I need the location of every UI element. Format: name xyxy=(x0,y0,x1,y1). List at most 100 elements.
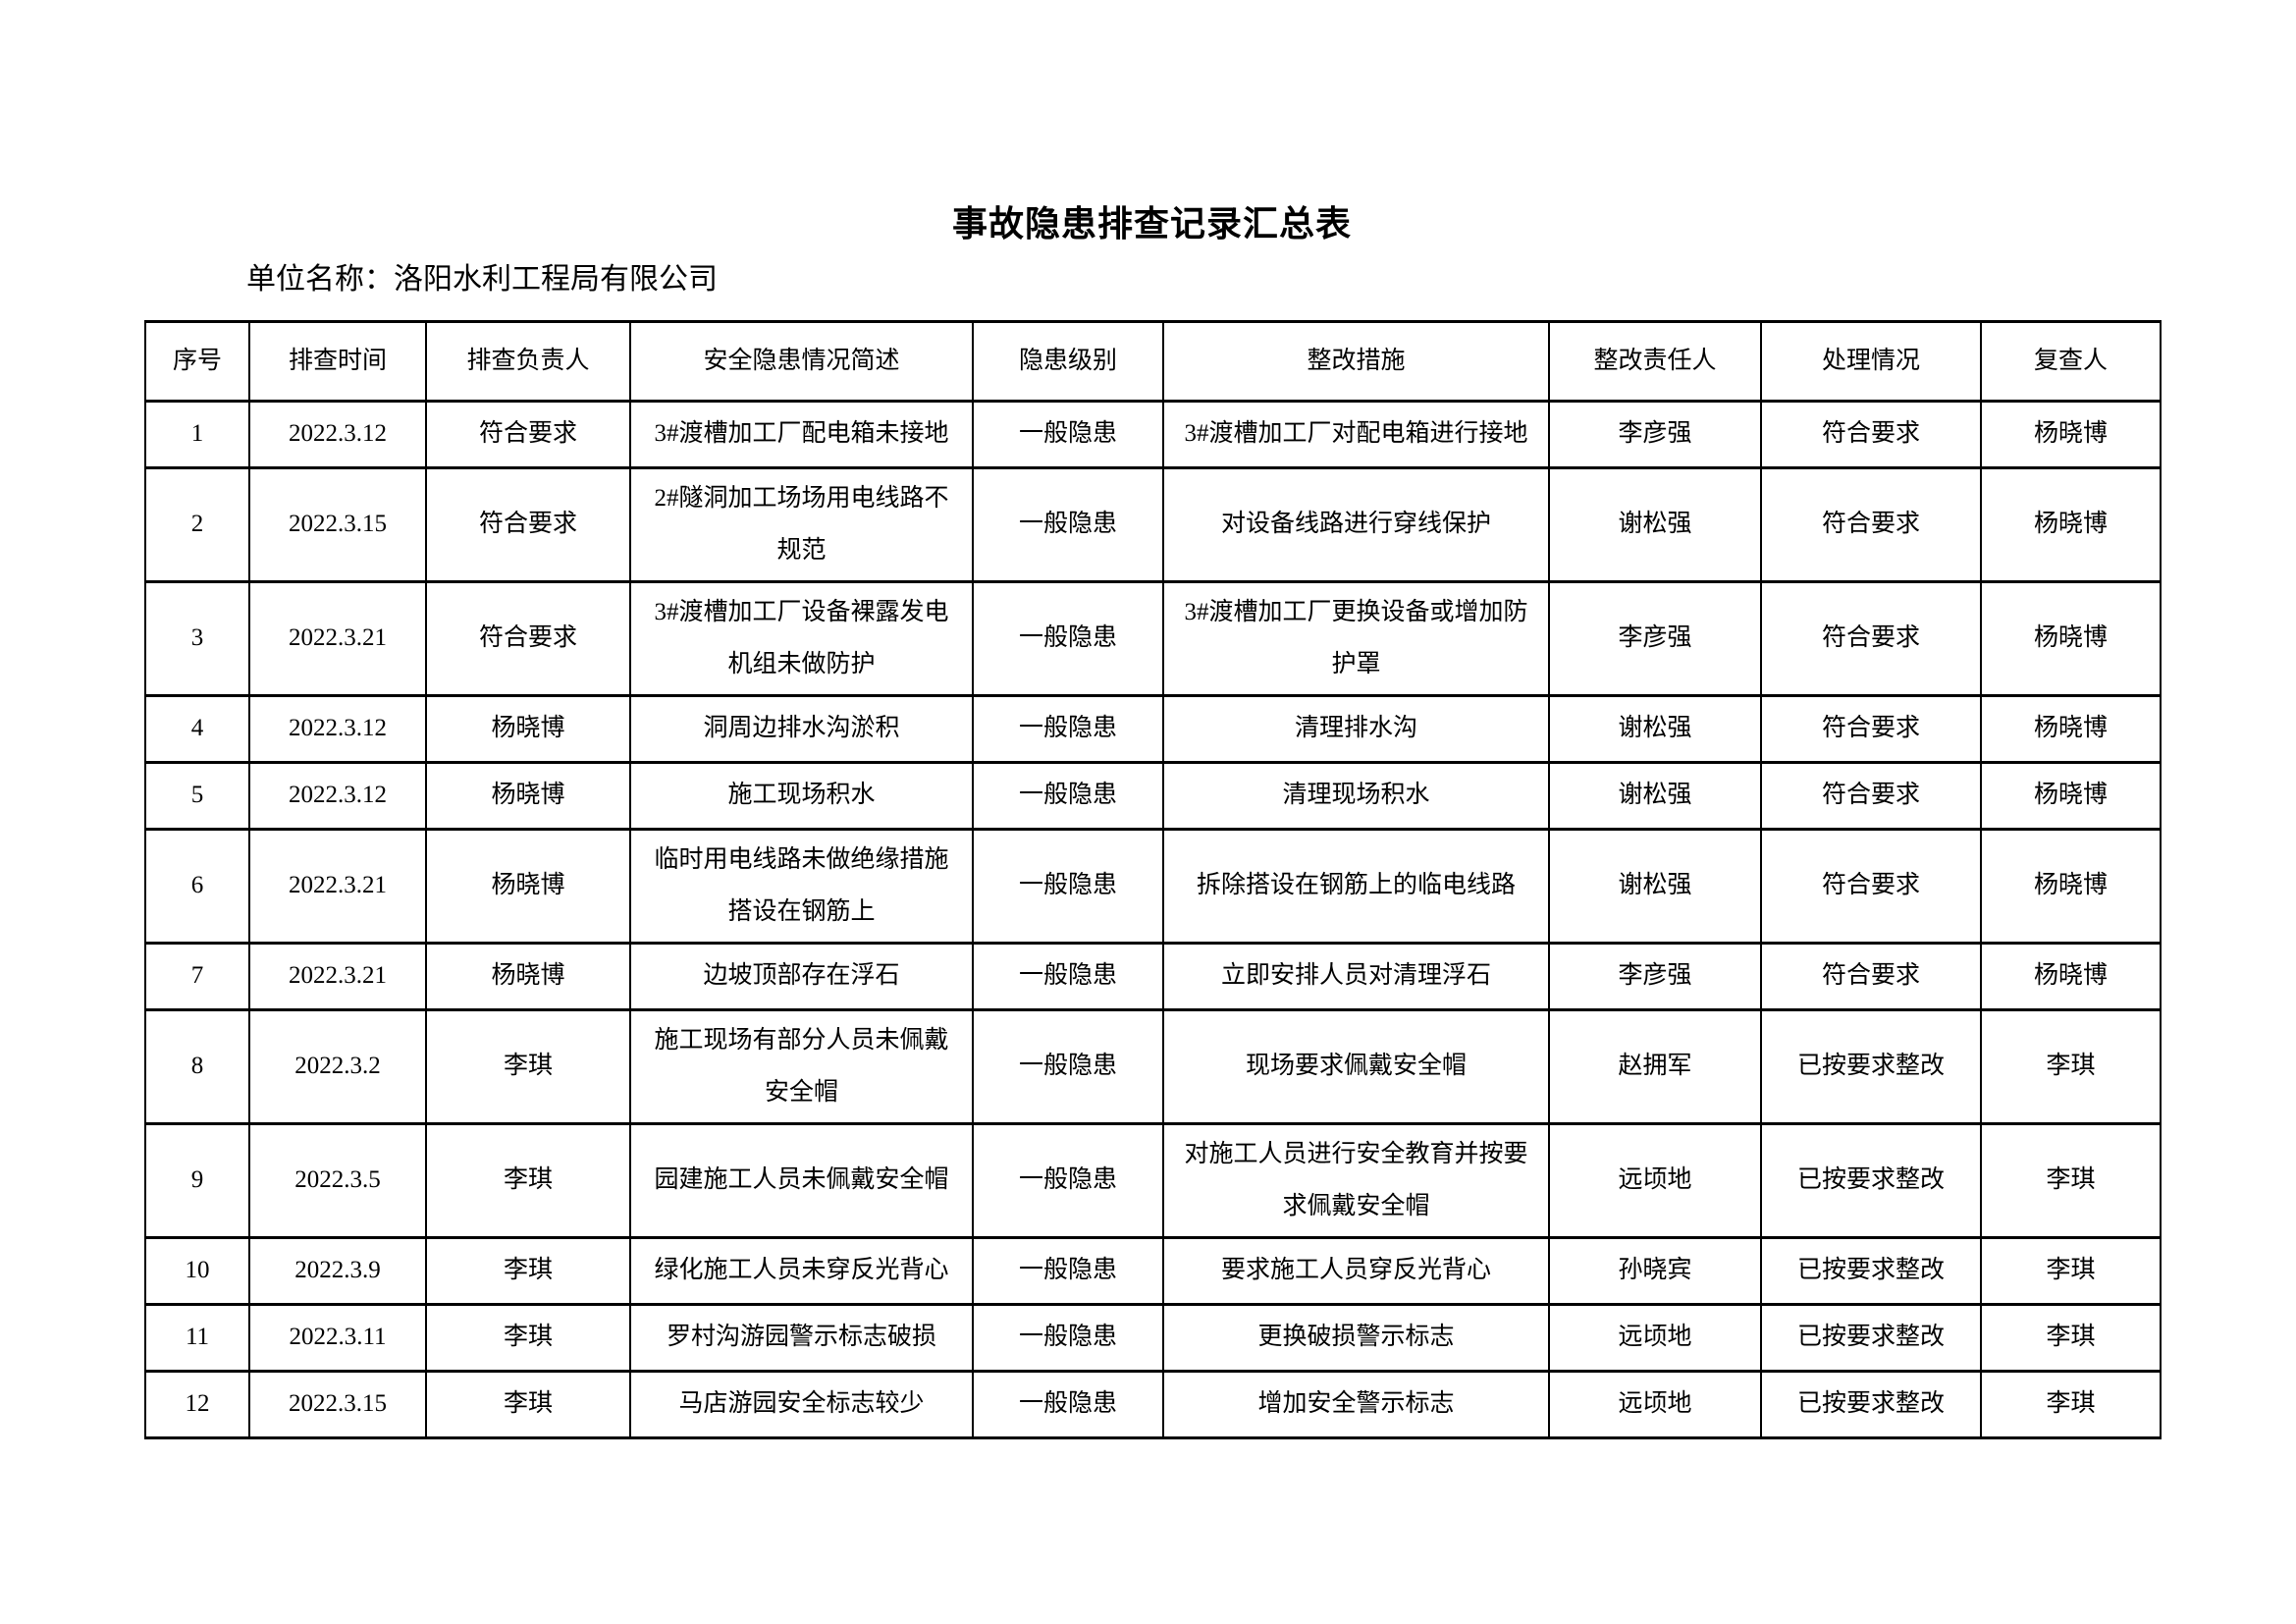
table-cell: 3#渡槽加工厂更换设备或增加防护罩 xyxy=(1162,580,1550,698)
table-row: 11 2022.3.11 李琪 罗村沟游园警示标志破损 一般隐患 更换破损警示标志 远顷地已… xyxy=(144,1303,2162,1374)
table-cell: 2022.3.12 xyxy=(248,694,427,765)
table-cell: 李琪 xyxy=(425,1303,631,1374)
table-cell: 李琪 xyxy=(1980,1236,2162,1307)
table-row: 3 2022.3.21 符合要求 3#渡槽加工厂设备裸露发电机组未做防护 一般隐患 3#渡… xyxy=(144,580,2162,698)
table-cell: 清理排水沟 xyxy=(1162,694,1550,765)
table-row: 9 2022.3.5 李琪 园建施工人员未佩戴安全帽 一般隐患 对施工人员进行安全教育并按… xyxy=(144,1122,2162,1240)
table-cell: 李琪 xyxy=(425,1122,631,1240)
table-cell: 杨晓博 xyxy=(1980,694,2162,765)
table-cell: 2022.3.2 xyxy=(248,1008,427,1126)
table-cell: 更换破损警示标志 xyxy=(1162,1303,1550,1374)
table-cell: 李琪 xyxy=(1980,1008,2162,1126)
table-row: 2 2022.3.15 符合要求 2#隧洞加工场场用电线路不规范 一般隐患 对设备线路进行… xyxy=(144,466,2162,584)
table-cell: 杨晓博 xyxy=(1980,942,2162,1012)
table-cell: 杨晓博 xyxy=(1980,400,2162,470)
table-cell: 李琪 xyxy=(425,1236,631,1307)
table-cell: 谢松强 xyxy=(1548,694,1762,765)
column-header: 整改措施 xyxy=(1162,320,1550,404)
table-cell: 杨晓博 xyxy=(1980,466,2162,584)
table-cell: 杨晓博 xyxy=(1980,580,2162,698)
table-cell: 2022.3.12 xyxy=(248,400,427,470)
column-header: 复查人 xyxy=(1980,320,2162,404)
table-row: 10 2022.3.9 李琪 绿化施工人员未穿反光背心 一般隐患 要求施工人员穿反光背心孙… xyxy=(144,1236,2162,1307)
table-cell: 7 xyxy=(144,942,250,1012)
table-cell: 一般隐患 xyxy=(972,828,1164,946)
table-cell: 符合要求 xyxy=(1760,694,1982,765)
table-cell: 2 xyxy=(144,466,250,584)
table-cell: 孙晓宾 xyxy=(1548,1236,1762,1307)
table-cell: 一般隐患 xyxy=(972,761,1164,832)
table-cell: 3#渡槽加工厂对配电箱进行接地 xyxy=(1162,400,1550,470)
table-row: 12 2022.3.15 李琪 马店游园安全标志较少 一般隐患 增加安全警示标志 远顷地 已按… xyxy=(144,1370,2162,1440)
table-cell: 已按要求整改 xyxy=(1760,1122,1982,1240)
table-cell: 洞周边排水沟淤积 xyxy=(629,694,974,765)
table-cell: 12 xyxy=(144,1370,250,1440)
table-cell: 一般隐患 xyxy=(972,1236,1164,1307)
table-cell: 符合要求 xyxy=(425,466,631,584)
table-cell: 一般隐患 xyxy=(972,1122,1164,1240)
table-cell: 2022.3.11 xyxy=(248,1303,427,1374)
table-cell: 李琪 xyxy=(425,1008,631,1126)
column-header: 安全隐患情况简述 xyxy=(629,320,974,404)
table-cell: 一般隐患 xyxy=(972,466,1164,584)
table-cell: 临时用电线路未做绝缘措施搭设在钢筋上 xyxy=(629,828,974,946)
table-cell: 李彦强 xyxy=(1548,942,1762,1012)
table-cell: 3 xyxy=(144,580,250,698)
table-cell: 2022.3.21 xyxy=(248,580,427,698)
table-cell: 李琪 xyxy=(1980,1370,2162,1440)
table-cell: 10 xyxy=(144,1236,250,1307)
table-cell: 3#渡槽加工厂配电箱未接地 xyxy=(629,400,974,470)
table-cell: 远顷地 xyxy=(1548,1370,1762,1440)
table-cell: 5 xyxy=(144,761,250,832)
hazard-record-table: 序号 排查时间 排查负责人 安全隐患情况简述 隐患级别 整改措施 整改责任人 处理情况 复查人 … xyxy=(144,320,2162,1440)
column-header: 隐患级别 xyxy=(972,320,1164,404)
table-cell: 符合要求 xyxy=(425,400,631,470)
table-cell: 一般隐患 xyxy=(972,942,1164,1012)
table-cell: 已按要求整改 xyxy=(1760,1303,1982,1374)
table-cell: 11 xyxy=(144,1303,250,1374)
table-cell: 9 xyxy=(144,1122,250,1240)
table-cell: 符合要求 xyxy=(425,580,631,698)
table-header-row: 序号 排查时间 排查负责人 安全隐患情况简述 隐患级别 整改措施 整改责任人 处理情况 复查人 xyxy=(144,320,2162,404)
table-cell: 赵拥军 xyxy=(1548,1008,1762,1126)
table-cell: 符合要求 xyxy=(1760,400,1982,470)
table-cell: 符合要求 xyxy=(1760,828,1982,946)
table-row: 6 2022.3.21 杨晓博 临时用电线路未做绝缘措施搭设在钢筋上 一般隐患 拆除搭设在… xyxy=(144,828,2162,946)
table-cell: 一般隐患 xyxy=(972,1008,1164,1126)
column-header: 排查负责人 xyxy=(425,320,631,404)
table-cell: 清理现场积水 xyxy=(1162,761,1550,832)
table-cell: 杨晓博 xyxy=(425,694,631,765)
table-cell: 杨晓博 xyxy=(425,828,631,946)
table-cell: 2022.3.21 xyxy=(248,942,427,1012)
table-cell: 立即安排人员对清理浮石 xyxy=(1162,942,1550,1012)
table-cell: 远顷地 xyxy=(1548,1122,1762,1240)
table-cell: 杨晓博 xyxy=(1980,761,2162,832)
table-cell: 一般隐患 xyxy=(972,1370,1164,1440)
table-cell: 对设备线路进行穿线保护 xyxy=(1162,466,1550,584)
table-cell: 一般隐患 xyxy=(972,580,1164,698)
column-header: 整改责任人 xyxy=(1548,320,1762,404)
table-cell: 罗村沟游园警示标志破损 xyxy=(629,1303,974,1374)
table-cell: 符合要求 xyxy=(1760,580,1982,698)
table-cell: 2022.3.5 xyxy=(248,1122,427,1240)
table-cell: 园建施工人员未佩戴安全帽 xyxy=(629,1122,974,1240)
table-cell: 杨晓博 xyxy=(425,761,631,832)
table-cell: 施工现场有部分人员未佩戴安全帽 xyxy=(629,1008,974,1126)
column-header: 排查时间 xyxy=(248,320,427,404)
table-cell: 谢松强 xyxy=(1548,761,1762,832)
table-cell: 谢松强 xyxy=(1548,466,1762,584)
table-cell: 李琪 xyxy=(1980,1303,2162,1374)
table-cell: 要求施工人员穿反光背心 xyxy=(1162,1236,1550,1307)
table-cell: 2022.3.9 xyxy=(248,1236,427,1307)
table-cell: 马店游园安全标志较少 xyxy=(629,1370,974,1440)
table-cell: 李彦强 xyxy=(1548,400,1762,470)
table-cell: 杨晓博 xyxy=(425,942,631,1012)
table-cell: 李琪 xyxy=(425,1370,631,1440)
table-cell: 1 xyxy=(144,400,250,470)
table-cell: 2022.3.15 xyxy=(248,1370,427,1440)
table-cell: 2022.3.21 xyxy=(248,828,427,946)
table-cell: 符合要求 xyxy=(1760,942,1982,1012)
table-row: 1 2022.3.12 符合要求 3#渡槽加工厂配电箱未接地 一般隐患 3#渡槽加工厂对配… xyxy=(144,400,2162,470)
table-cell: 施工现场积水 xyxy=(629,761,974,832)
table-row: 4 2022.3.12 杨晓博 洞周边排水沟淤积 一般隐患 清理排水沟 谢松强 符合要求 杨晓博 xyxy=(144,694,2162,765)
